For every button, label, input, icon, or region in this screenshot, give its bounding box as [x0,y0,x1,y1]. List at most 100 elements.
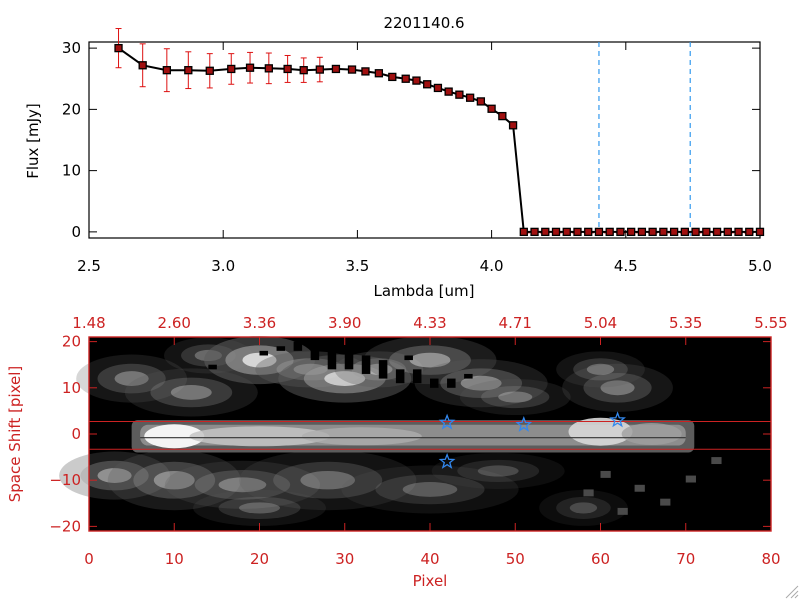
data-point [227,64,236,74]
speckle-pixel [711,457,722,465]
data-point [680,227,689,237]
trace-bright [189,426,330,447]
data-point [487,104,496,113]
data-point [723,227,732,237]
data-point [551,227,561,237]
data-point [562,227,571,237]
spectrum-x-axis-label: Lambda [um] [374,282,475,300]
image-blob [133,461,216,499]
data-point [755,227,765,237]
masked-pixel [361,355,371,374]
data-point [283,64,292,74]
masked-pixel [259,350,269,356]
trace-peak [144,424,205,449]
masked-pixel [208,364,217,370]
image-blob [194,470,291,500]
data-point [361,67,370,76]
x-tick-label: 4.0 [480,257,504,275]
top-tick-label: 3.36 [243,314,276,332]
data-point [712,227,722,237]
image-blob [153,470,195,490]
aperture-lines [89,421,771,450]
data-point [648,227,657,237]
data-point [669,227,679,237]
masked-pixel [404,355,413,361]
data-point [584,227,593,237]
data-point [691,227,700,237]
x-tick-label: 50 [506,550,525,568]
x-tick-label: 3.0 [211,257,235,275]
image-blob [97,468,132,483]
data-point [465,93,475,102]
image-blob [218,496,301,519]
masked-pixel [344,350,354,370]
x-tick-label: 30 [335,550,354,568]
trace-bright [568,417,633,446]
image-blob [324,371,366,386]
trace-bright [621,423,682,445]
data-point [205,66,214,75]
speckle-pixel [583,489,594,497]
image-blob [414,359,548,408]
image-blob [556,351,645,388]
data-point [138,61,147,70]
image-blob [124,368,258,417]
masked-pixel [464,373,473,379]
y-tick-label: 0 [71,425,81,443]
masked-pixel [327,346,337,370]
data-point [530,227,539,237]
spectrum-y-axis-label: Flux [mJy] [24,103,42,179]
data-point [734,227,743,237]
data-point [315,65,324,74]
spectrum-markers [114,43,765,237]
image-y-ticks: −20 −10 0 10 20 [49,333,771,535]
image-blob [273,461,383,499]
top-tick-label: 5.55 [754,314,787,332]
image-blob [562,363,673,412]
data-point [508,121,518,130]
masked-pixel [395,369,405,384]
spectrum-plot-frame [88,41,761,239]
y-tick-label: 30 [62,39,81,57]
image-blob [402,482,458,497]
top-tick-label: 4.71 [499,314,532,332]
image-blob [107,450,241,511]
y-tick-label: −20 [49,517,81,535]
image-blob [539,489,628,526]
masked-pixel [378,360,388,379]
image-blob [600,380,635,396]
speckle-pixel [660,498,671,506]
image-blob [218,477,267,493]
image-blob [556,496,611,519]
spectrum-panel: 2201140.6 2.5 3.0 3.5 4.0 4.5 5.0 0 10 20 30 Lam… [24,14,772,300]
data-point [476,97,486,106]
image-blob [573,358,628,381]
data-point [347,65,357,74]
masked-pixel [276,346,286,351]
x-tick-label: 3.5 [345,257,369,275]
image-blob [498,391,533,403]
image-blob [114,371,149,386]
spectrum-vertical-lines [598,42,691,238]
image-x-ticks: 0 10 20 30 40 50 60 70 80 [84,523,781,568]
image-blob [239,450,417,511]
top-tick-label: 3.90 [328,314,361,332]
star-icon [438,413,456,430]
x-tick-label: 20 [250,550,269,568]
x-tick-label: 60 [591,550,610,568]
image-blob [375,474,485,505]
data-point [745,227,754,237]
masked-pixel [430,378,439,388]
image-emission-blobs [59,336,695,526]
data-point [594,227,604,237]
y-tick-label: 20 [62,100,81,118]
top-tick-label: 5.35 [669,314,702,332]
data-point [541,227,550,237]
spectrum-y-ticks: 0 10 20 30 [62,39,760,241]
image-blob [460,375,502,391]
data-point [659,227,668,237]
spectrum-error-bars [115,28,760,234]
resize-grip-icon[interactable] [785,585,799,599]
image-x-axis-label: Pixel [413,572,448,590]
